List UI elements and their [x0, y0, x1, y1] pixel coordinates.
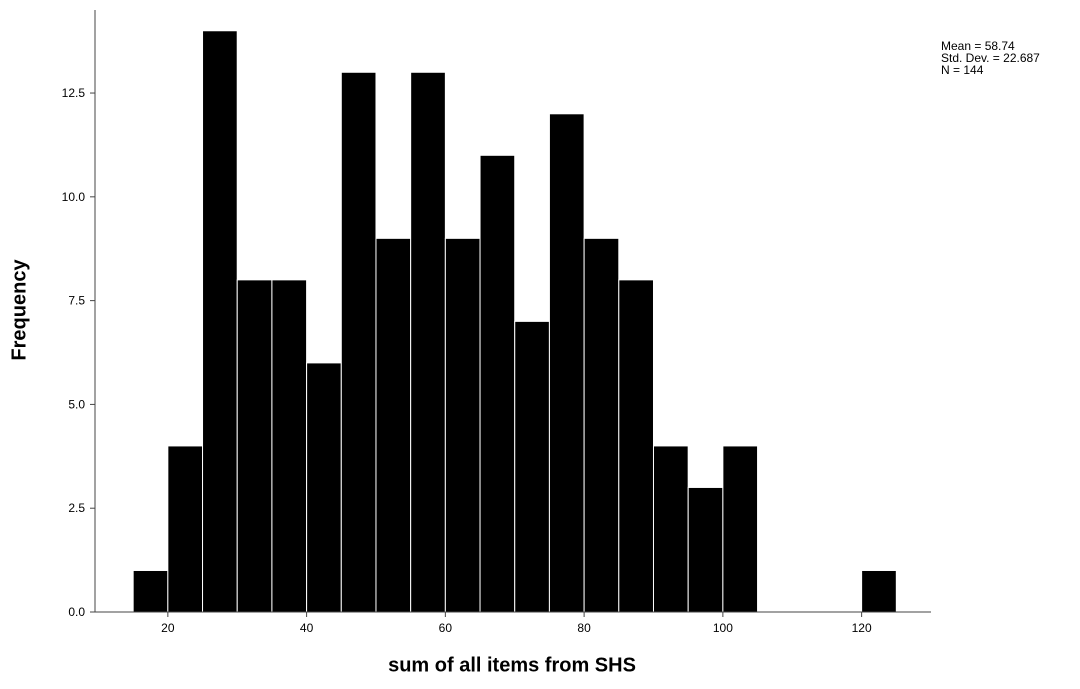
histogram-bar: [375, 237, 412, 613]
x-tick-label: 100: [713, 621, 733, 635]
x-tick-label: 60: [439, 621, 453, 635]
y-tick-label: 10.0: [62, 190, 86, 204]
histogram-bar: [132, 569, 169, 613]
histogram-bar: [340, 71, 377, 613]
histogram-bar: [583, 237, 620, 613]
y-tick-label: 5.0: [68, 397, 85, 411]
mean-stat: Mean = 58.74: [941, 39, 1015, 53]
n-stat: N = 144: [941, 63, 984, 77]
histogram-bar: [479, 154, 516, 613]
x-axis-ticks: 20 40 60 80 100 120: [161, 612, 872, 635]
y-tick-label: 0.0: [68, 605, 85, 619]
histogram-bar: [202, 30, 238, 613]
histogram-bar: [514, 320, 550, 613]
histogram-bar: [861, 569, 897, 613]
histogram-bar: [444, 237, 481, 613]
histogram-bar: [548, 113, 585, 613]
x-tick-label: 80: [577, 621, 591, 635]
x-tick-label: 20: [161, 621, 175, 635]
y-tick-label: 2.5: [68, 501, 85, 515]
histogram-bar: [687, 486, 724, 613]
x-tick-label: 120: [852, 621, 872, 635]
y-tick-label: 7.5: [68, 294, 85, 308]
x-tick-label: 40: [300, 621, 314, 635]
histogram-bar: [167, 445, 204, 613]
histogram-bar: [271, 279, 308, 613]
std-dev-stat: Std. Dev. = 22.687: [941, 51, 1040, 65]
histogram-bar: [652, 445, 689, 613]
histogram-bar: [618, 279, 654, 613]
histogram-bar: [722, 445, 759, 613]
summary-statistics: Mean = 58.74 Std. Dev. = 22.687 N = 144: [941, 40, 1040, 76]
y-tick-label: 12.5: [62, 86, 86, 100]
y-axis-label: Frequency: [8, 259, 31, 361]
histogram-bar: [306, 362, 342, 613]
x-axis-label: sum of all items from SHS: [388, 654, 636, 677]
histogram-bar: [410, 71, 446, 613]
y-axis-ticks: 0.0 2.5 5.0 7.5 10.0 12.5: [62, 86, 95, 619]
histogram-bar: [236, 279, 273, 613]
histogram-bars: [132, 30, 897, 613]
chart-axes: [94, 10, 931, 613]
